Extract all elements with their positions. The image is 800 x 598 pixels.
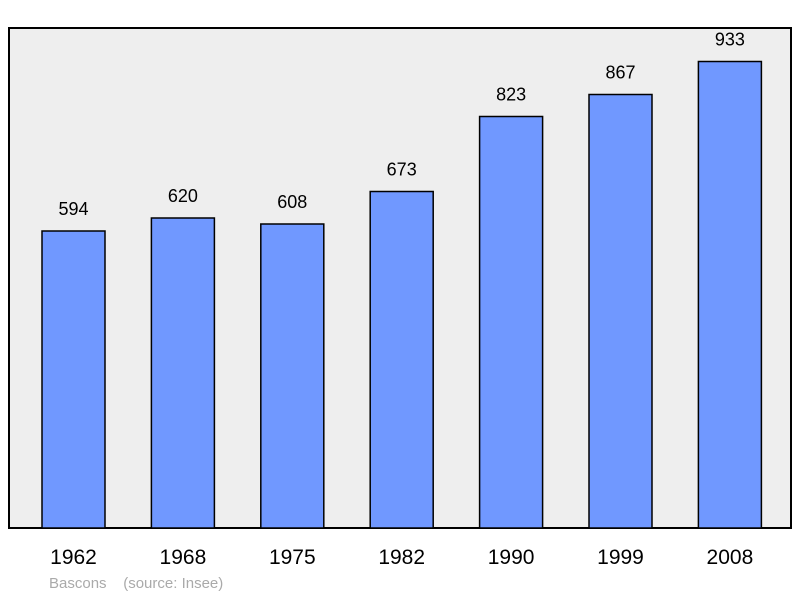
- value-label-1990: 823: [496, 85, 526, 105]
- bar-1999: [588, 93, 653, 529]
- bar-1982: [369, 190, 434, 529]
- category-label-1962: 1962: [50, 546, 97, 569]
- value-label-1982: 673: [387, 160, 417, 180]
- chart-footnote: Bascons (source: Insee): [49, 575, 223, 592]
- category-label-1982: 1982: [378, 546, 425, 569]
- bar-1975: [260, 223, 325, 529]
- bar-1990: [478, 115, 544, 529]
- category-label-2008: 2008: [707, 546, 754, 569]
- source-note: (source: Insee): [123, 575, 224, 592]
- category-label-1975: 1975: [269, 546, 316, 569]
- category-label-1999: 1999: [597, 546, 644, 569]
- value-label-1968: 620: [168, 186, 198, 206]
- bar-1962: [41, 230, 106, 529]
- bar-2008: [697, 60, 763, 529]
- value-label-2008: 933: [715, 30, 745, 50]
- value-label-1962: 594: [58, 199, 88, 219]
- category-label-1990: 1990: [488, 546, 535, 569]
- value-label-1999: 867: [605, 63, 635, 83]
- bar-1968: [150, 217, 216, 529]
- value-label-1975: 608: [277, 192, 307, 212]
- place-name: Bascons: [49, 575, 107, 592]
- category-label-1968: 1968: [160, 546, 207, 569]
